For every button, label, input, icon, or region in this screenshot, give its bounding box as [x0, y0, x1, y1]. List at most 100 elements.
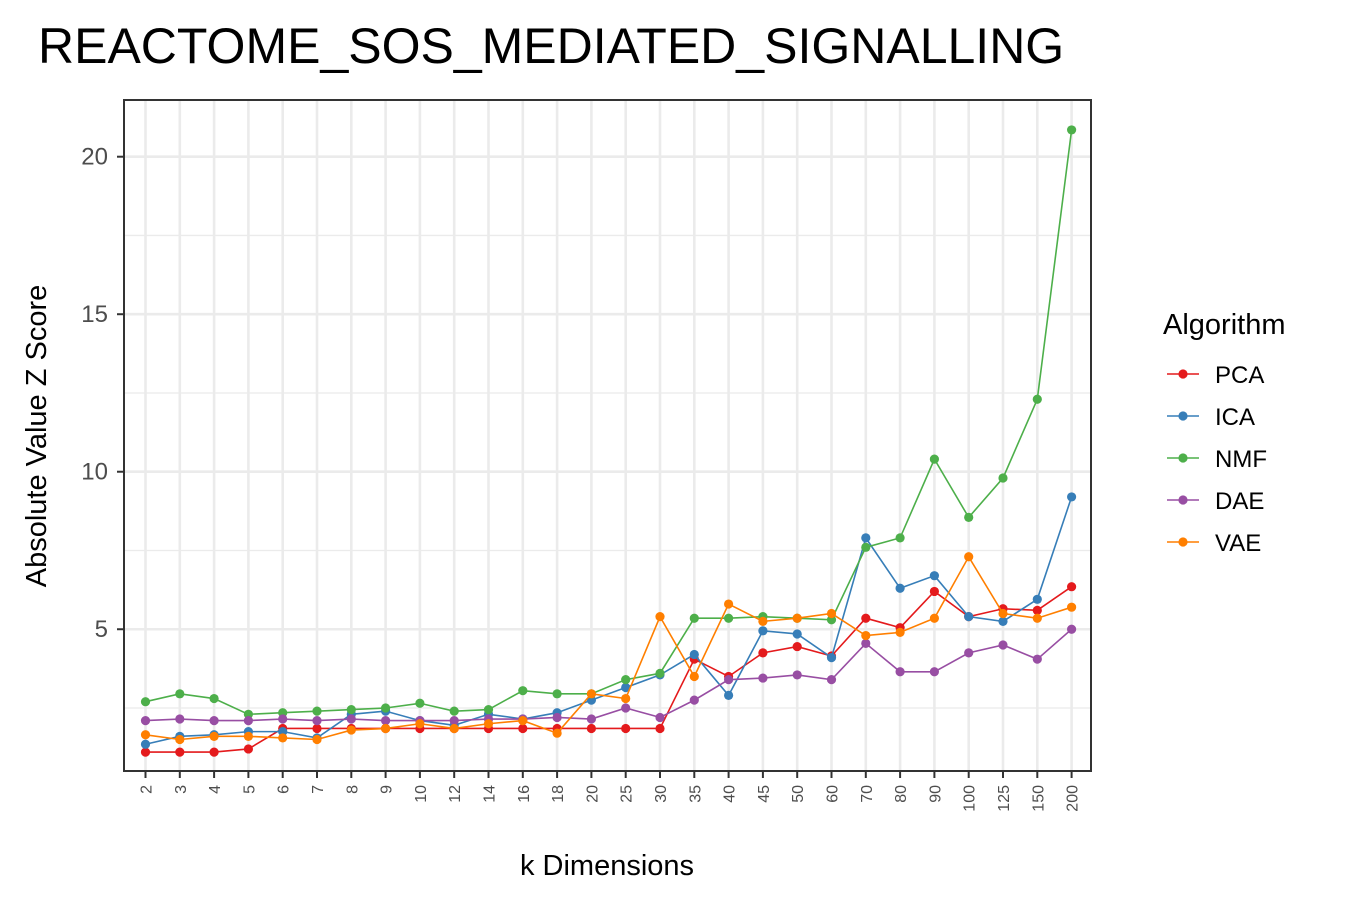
x-tick-label: 30 [653, 785, 670, 803]
x-tick-label: 80 [893, 785, 910, 803]
data-point-nmf [175, 689, 184, 698]
data-point-ica [793, 629, 802, 638]
data-point-vae [861, 631, 870, 640]
data-point-vae [964, 552, 973, 561]
data-point-vae [244, 732, 253, 741]
data-point-ica [896, 584, 905, 593]
x-tick-label: 9 [379, 785, 396, 794]
legend-key-point-ica [1178, 411, 1187, 420]
y-axis: 5 10 15 20 [81, 144, 124, 644]
data-point-nmf [621, 675, 630, 684]
data-point-vae [175, 735, 184, 744]
data-point-nmf [210, 694, 219, 703]
x-tick-label: 4 [207, 785, 224, 794]
y-tick-label: 10 [81, 459, 108, 486]
data-point-ica [998, 617, 1007, 626]
data-point-vae [553, 729, 562, 738]
data-point-nmf [518, 686, 527, 695]
x-axis-title: k Dimensions [520, 850, 694, 882]
x-tick-label: 60 [825, 785, 842, 803]
data-point-dae [793, 670, 802, 679]
data-point-nmf [896, 533, 905, 542]
data-point-dae [998, 640, 1007, 649]
series-layer [141, 125, 1076, 756]
data-point-dae [827, 675, 836, 684]
data-point-vae [621, 694, 630, 703]
data-point-nmf [998, 473, 1007, 482]
data-point-dae [553, 713, 562, 722]
data-point-vae [827, 609, 836, 618]
data-point-vae [655, 612, 664, 621]
data-point-dae [930, 667, 939, 676]
legend-label-nmf: NMF [1215, 446, 1267, 473]
x-tick-label: 45 [756, 785, 773, 803]
data-point-pca [621, 724, 630, 733]
data-point-dae [621, 703, 630, 712]
data-point-dae [347, 714, 356, 723]
data-point-vae [484, 719, 493, 728]
data-point-dae [244, 716, 253, 725]
legend-label-vae: VAE [1215, 530, 1261, 557]
x-tick-label: 14 [482, 785, 499, 803]
x-tick-label: 20 [584, 785, 601, 803]
data-point-nmf [690, 614, 699, 623]
x-tick-label: 7 [310, 785, 327, 794]
data-point-pca [244, 744, 253, 753]
data-point-vae [210, 732, 219, 741]
plot-panel-border [124, 100, 1091, 771]
data-point-dae [964, 648, 973, 657]
data-point-dae [861, 639, 870, 648]
data-point-nmf [553, 689, 562, 698]
x-tick-label: 3 [173, 785, 190, 794]
legend-key-point-dae [1178, 495, 1187, 504]
x-tick-label: 200 [1065, 785, 1082, 812]
x-axis: 2 3 4 5 6 7 8 9 10 12 14 16 18 20 25 30 35 40 45 50 60 70 80 90… [139, 771, 1082, 812]
data-point-vae [415, 719, 424, 728]
data-point-ica [141, 740, 150, 749]
data-point-vae [998, 609, 1007, 618]
data-point-vae [518, 716, 527, 725]
data-point-pca [758, 648, 767, 657]
x-tick-label: 2 [139, 785, 156, 794]
data-point-pca [175, 747, 184, 756]
data-point-nmf [415, 699, 424, 708]
data-point-dae [141, 716, 150, 725]
data-point-nmf [930, 455, 939, 464]
chart-title: REACTOME_SOS_MEDIATED_SIGNALLING [38, 18, 1064, 74]
data-point-dae [1033, 655, 1042, 664]
data-point-vae [690, 672, 699, 681]
data-point-ica [1067, 492, 1076, 501]
legend-title: Algorithm [1163, 309, 1286, 341]
data-point-vae [724, 599, 733, 608]
x-tick-label: 6 [276, 785, 293, 794]
y-tick-label: 20 [81, 144, 108, 171]
legend-label-dae: DAE [1215, 488, 1264, 515]
data-point-dae [724, 675, 733, 684]
data-point-vae [141, 730, 150, 739]
data-point-nmf [861, 543, 870, 552]
x-tick-label: 10 [413, 785, 430, 803]
data-point-dae [896, 667, 905, 676]
data-point-vae [347, 725, 356, 734]
data-point-nmf [724, 614, 733, 623]
legend-label-ica: ICA [1215, 404, 1255, 431]
x-tick-label: 25 [619, 785, 636, 803]
data-point-pca [312, 724, 321, 733]
data-point-dae [175, 714, 184, 723]
data-point-ica [964, 612, 973, 621]
legend: Algorithm PCAICANMFDAEVAE [1163, 309, 1286, 557]
data-point-vae [1067, 603, 1076, 612]
data-point-nmf [655, 669, 664, 678]
data-point-nmf [1033, 395, 1042, 404]
x-tick-label: 18 [550, 785, 567, 803]
data-point-vae [312, 735, 321, 744]
x-tick-label: 40 [722, 785, 739, 803]
data-point-pca [210, 747, 219, 756]
x-tick-label: 12 [447, 785, 464, 803]
data-point-pca [1033, 606, 1042, 615]
data-point-nmf [347, 705, 356, 714]
data-point-pca [1067, 582, 1076, 591]
data-point-dae [758, 673, 767, 682]
data-point-pca [930, 587, 939, 596]
